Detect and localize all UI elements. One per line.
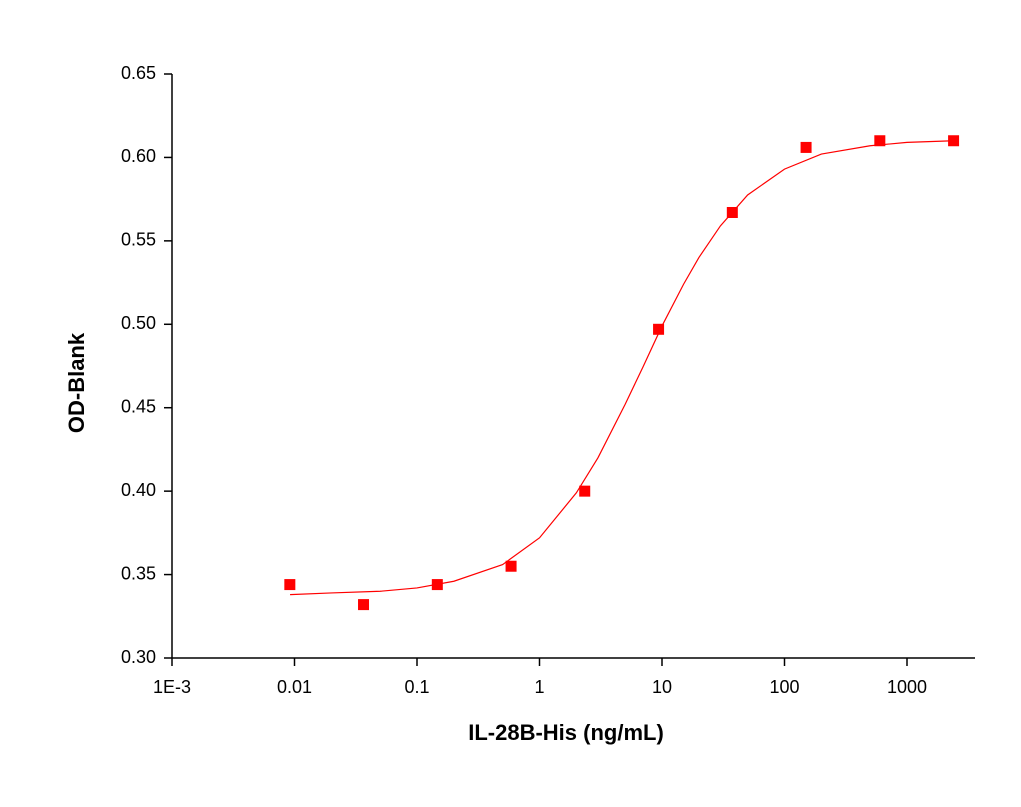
y-tick-label: 0.30 [121, 647, 156, 667]
x-axis-title: IL-28B-His (ng/mL) [468, 720, 664, 745]
y-tick-label: 0.55 [121, 230, 156, 250]
x-tick-label: 1000 [887, 677, 927, 697]
y-tick-label: 0.45 [121, 396, 156, 416]
x-tick-label: 100 [769, 677, 799, 697]
data-point [948, 135, 960, 147]
y-tick-label: 0.65 [121, 63, 156, 83]
y-tick-label: 0.60 [121, 146, 156, 166]
fit-curve [290, 140, 954, 596]
data-point [505, 560, 517, 572]
data-point [800, 141, 812, 153]
data-point [726, 206, 738, 218]
x-tick-label: 1E-3 [153, 677, 191, 697]
data-point [431, 579, 443, 591]
x-tick-label: 0.01 [277, 677, 312, 697]
y-tick-label: 0.50 [121, 313, 156, 333]
y-tick-label: 0.40 [121, 480, 156, 500]
data-point [284, 579, 296, 591]
data-point [874, 135, 886, 147]
x-tick-label: 1 [534, 677, 544, 697]
y-tick-label: 0.35 [121, 563, 156, 583]
data-point [653, 323, 665, 335]
data-point [358, 599, 370, 611]
x-tick-label: 0.1 [404, 677, 429, 697]
y-axis-title: OD-Blank [64, 332, 89, 433]
data-point [579, 485, 591, 497]
x-tick-label: 10 [652, 677, 672, 697]
